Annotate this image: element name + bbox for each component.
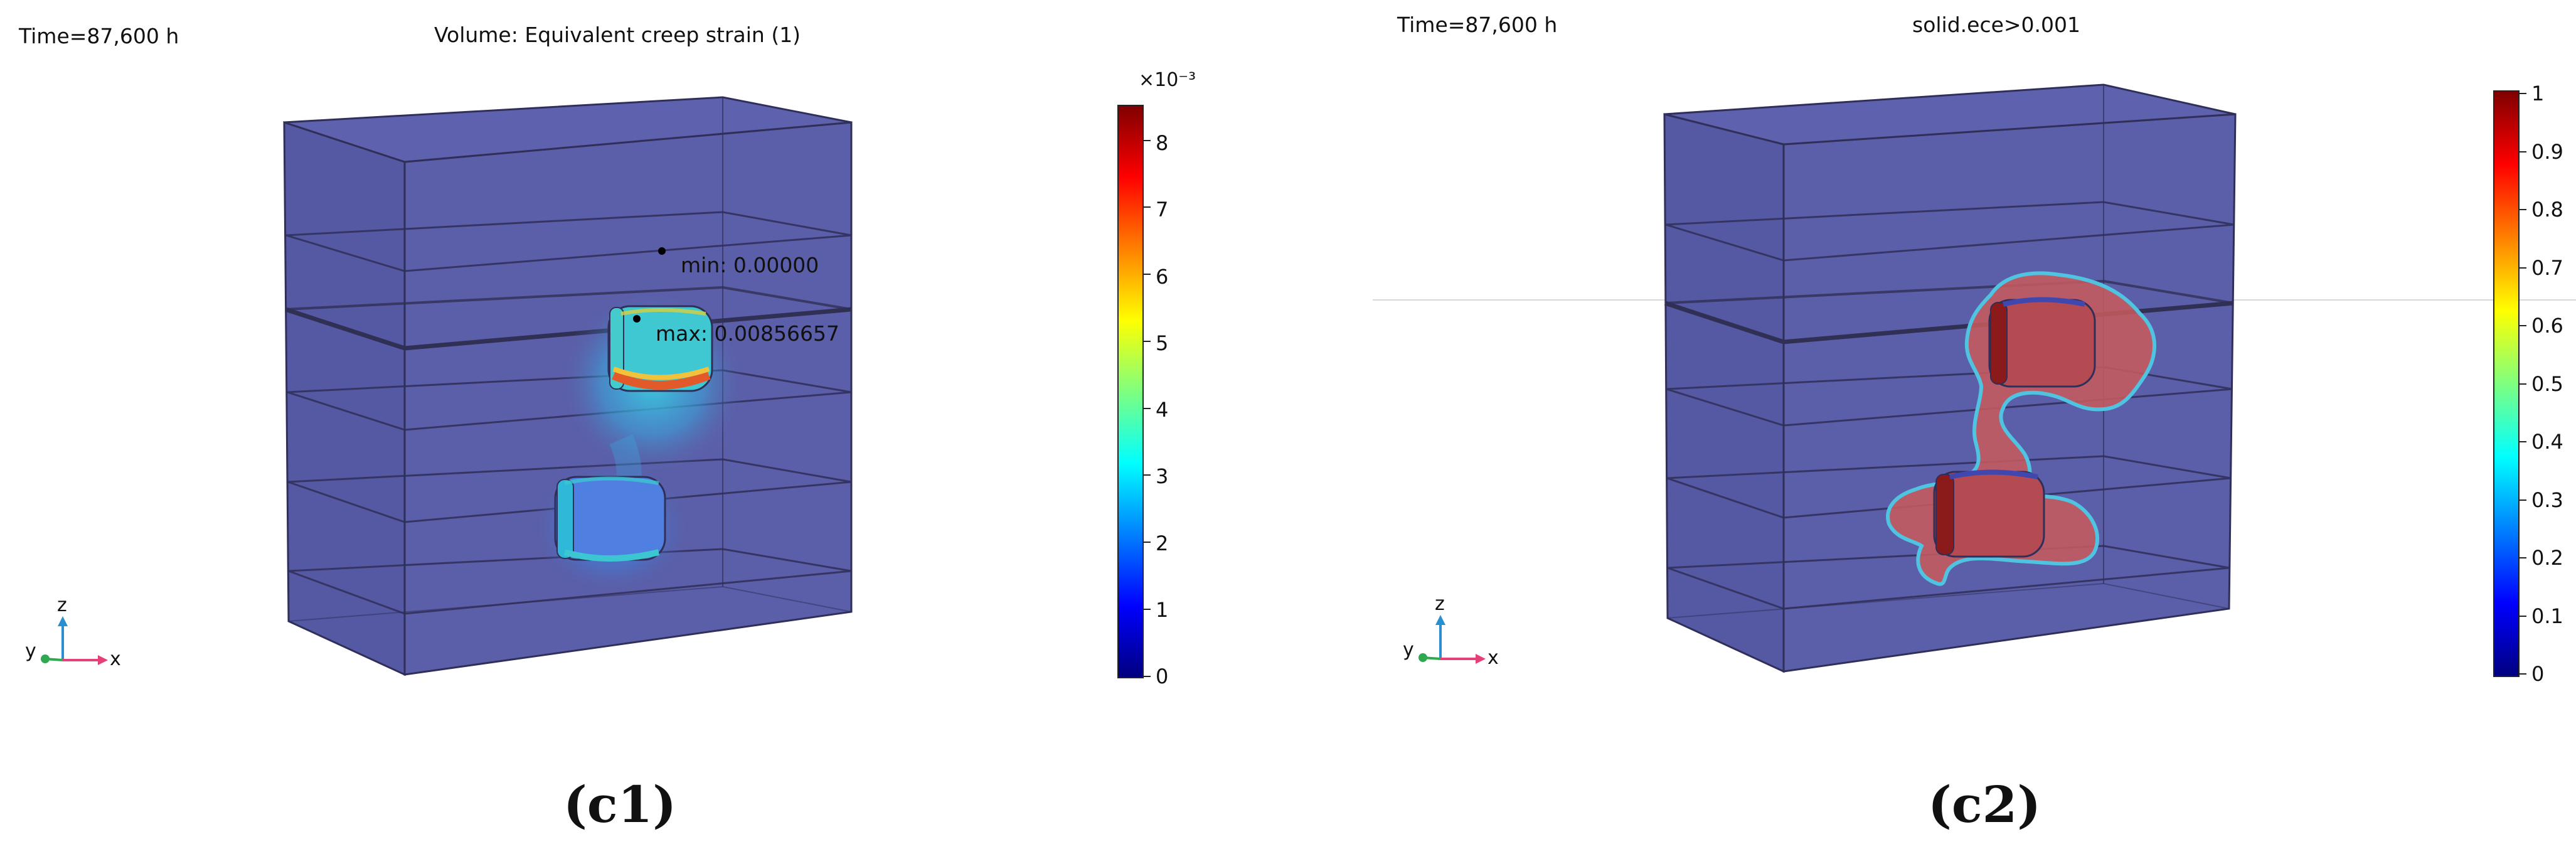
colorbar-tick-label: 0.2 <box>2531 546 2563 570</box>
colorbar-tick-label: 8 <box>1156 131 1169 156</box>
colorbar-tick-label: 0.4 <box>2531 430 2563 454</box>
colorbar-tick-label: 1 <box>2531 82 2545 105</box>
colorbar-tick-label: 0.8 <box>2531 198 2563 222</box>
colorbar-tick-label: 0.9 <box>2531 139 2563 164</box>
c2-3d-view <box>1418 83 2526 677</box>
c1-colorbar <box>1117 105 1144 678</box>
panel-c1: Time=87,600 h Volume: Equivalent creep s… <box>19 23 1196 834</box>
c2-subfigure-label: (c2) <box>1928 775 2041 834</box>
c2-axis-x-label: x <box>1488 647 1499 669</box>
c2-plot-title: solid.ece>0.001 <box>1912 13 2081 37</box>
c1-time-label: Time=87,600 h <box>19 24 179 48</box>
colorbar-tick-label: 0.7 <box>2531 255 2563 280</box>
colorbar-tick-label: 0 <box>2531 662 2545 686</box>
colorbar-tick-label: 6 <box>1156 264 1169 289</box>
c1-min-point <box>658 247 666 255</box>
colorbar-tick-label: 0.6 <box>2531 314 2563 338</box>
c2-upper-cavity <box>1988 297 2096 388</box>
c1-plot-title: Volume: Equivalent creep strain (1) <box>434 23 801 47</box>
colorbar-tick-label: 0 <box>1156 665 1169 688</box>
c1-axis-z-label: z <box>57 594 67 616</box>
colorbar-tick-label: 0.5 <box>2531 371 2563 396</box>
c2-axis-z-label: z <box>1435 593 1445 615</box>
colorbar-tick-label: 2 <box>1156 531 1169 555</box>
c1-min-label: min: 0.00000 <box>681 253 819 277</box>
colorbar-tick-label: 1 <box>1156 597 1169 622</box>
c2-translucent-box <box>1663 83 2237 673</box>
colorbar-tick-label: 4 <box>1156 398 1169 422</box>
colorbar-tick-label: 0.1 <box>2531 604 2563 628</box>
panel-c2: Time=87,600 h solid.ece>0.001 0 0.1 0.2 0.3… <box>1288 0 2576 849</box>
c1-max-label: max: 0.00856657 <box>656 321 839 346</box>
colorbar-tick-label: 7 <box>1156 198 1169 222</box>
c1-colorbar-multiplier: ×10⁻³ <box>1139 69 1196 91</box>
colorbar-tick-label: 5 <box>1156 331 1169 355</box>
c1-colorbar-ticks <box>1143 140 1151 677</box>
c1-axis-x-label: x <box>110 648 121 670</box>
c2-colorbar-ticks <box>2519 93 2526 675</box>
c2-lower-cavity <box>1933 469 2045 558</box>
colorbar-tick-label: 0.3 <box>2531 488 2563 512</box>
c2-time-label: Time=87,600 h <box>1397 13 1558 37</box>
c2-axis-y-label: y <box>1403 639 1414 661</box>
c1-max-point <box>633 315 641 323</box>
c1-axis-y-label: y <box>25 640 36 662</box>
c1-subfigure-label: (c1) <box>563 775 677 834</box>
colorbar-tick-label: 3 <box>1156 464 1169 489</box>
c1-lower-cavity <box>554 476 666 562</box>
c2-colorbar <box>2493 90 2520 677</box>
c2-axis-triad <box>1418 615 1486 664</box>
c1-3d-view <box>41 96 1151 678</box>
c1-upper-cavity <box>607 305 713 392</box>
c1-axis-triad <box>41 616 108 665</box>
